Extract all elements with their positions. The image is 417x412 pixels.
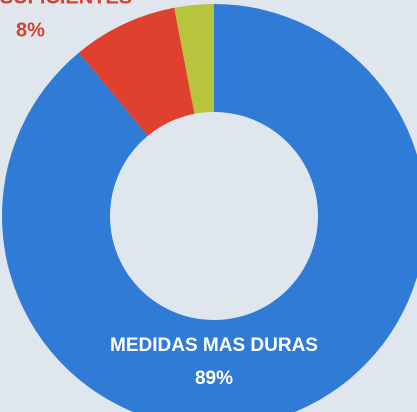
segment-label: MEDIDAS MAS DURAS (110, 335, 318, 356)
segment-value-label: 8% (16, 19, 45, 41)
donut-segment (78, 7, 195, 136)
donut-segment (174, 4, 214, 114)
donut-segment (2, 4, 417, 412)
segment-value-label: 89% (195, 368, 233, 389)
segment-label: SUFICIENTES (0, 0, 132, 8)
